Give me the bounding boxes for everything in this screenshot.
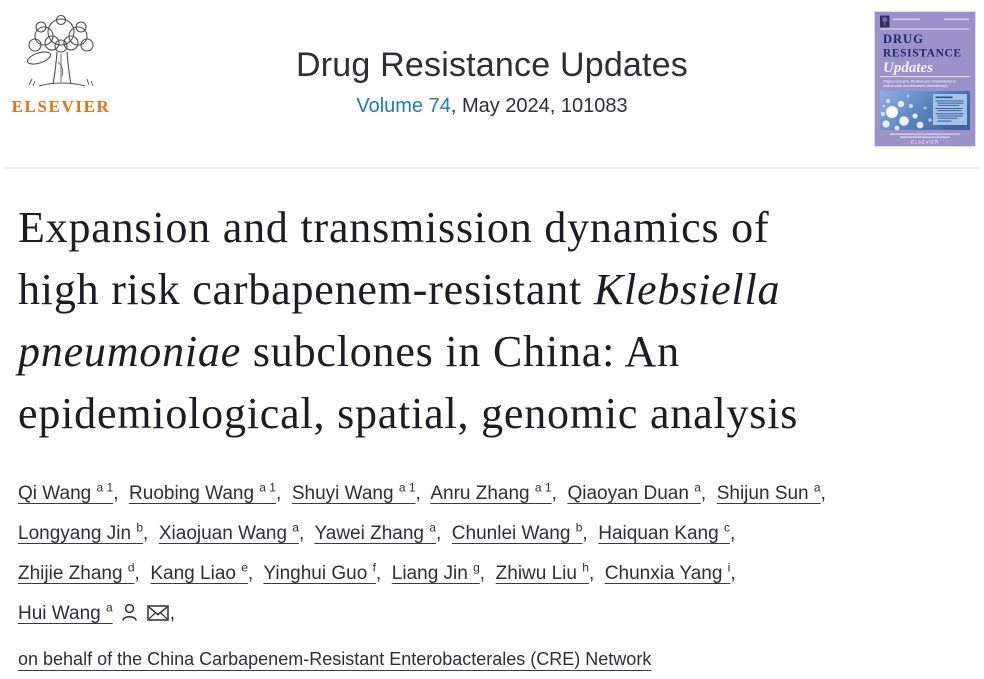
author-separator: , — [729, 523, 741, 545]
author-separator: , — [700, 483, 717, 505]
cover-title-updates: Updates — [883, 60, 933, 76]
issue-suffix: , May 2024, 101083 — [450, 95, 628, 117]
author-line: Hui Wang a, — [18, 594, 966, 637]
header-divider — [4, 167, 980, 169]
author-link[interactable]: Zhijie Zhang d — [18, 561, 135, 585]
author-separator: , — [415, 483, 431, 505]
cover-title-drug: DRUG — [883, 32, 924, 46]
author-link[interactable]: Qiaoyan Duan a — [567, 481, 701, 505]
article-title-line: high risk carbapenem-resistant Klebsiell… — [18, 265, 781, 314]
author-separator: , — [479, 563, 496, 585]
author-separator: , — [588, 563, 605, 585]
author-link[interactable]: Chunlei Wang b — [451, 521, 583, 545]
author-separator: , — [582, 523, 599, 545]
author-link[interactable]: Kang Liao e — [150, 561, 248, 585]
elsevier-logo[interactable]: ELSEVIER — [10, 12, 112, 117]
elsevier-tree-icon — [10, 12, 112, 96]
article-title-line: epidemiological, spatial, genomic analys… — [18, 389, 799, 438]
author-separator: , — [435, 523, 452, 545]
page-header: ELSEVIER Drug Resistance Updates Volume … — [0, 0, 984, 169]
author-separator: , — [143, 523, 159, 545]
journal-cover-thumbnail[interactable]: DRUG RESISTANCE Updates Original researc… — [875, 12, 975, 146]
author-link[interactable]: Shuyi Wang a 1 — [291, 481, 416, 505]
cover-publisher-small: ELSEVIER — [911, 140, 939, 145]
person-icon[interactable] — [120, 597, 139, 637]
cover-title-resistance: RESISTANCE — [883, 48, 962, 60]
elsevier-wordmark: ELSEVIER — [11, 97, 111, 116]
journal-header: Drug Resistance Updates Volume 74, May 2… — [130, 46, 854, 118]
volume-link[interactable]: Volume 74 — [356, 95, 451, 117]
author-line: Qi Wang a 1, Ruobing Wang a 1, Shuyi Wan… — [18, 474, 966, 514]
envelope-icon[interactable] — [146, 597, 169, 637]
article-title-line: Expansion and transmission dynamics of — [18, 203, 770, 252]
author-link[interactable]: Chunxia Yang i — [604, 561, 731, 585]
author-separator: , — [113, 483, 130, 505]
author-link[interactable]: Yinghui Guo f — [263, 561, 376, 585]
author-separator: , — [551, 483, 568, 505]
article-title-line: pneumoniae subclones in China: An — [18, 327, 680, 376]
author-separator: , — [298, 523, 315, 545]
author-separator: , — [730, 563, 741, 585]
article-header: Expansion and transmission dynamics of hi… — [0, 197, 984, 679]
journal-title-link[interactable]: Drug Resistance Updates — [295, 46, 688, 84]
author-separator: , — [820, 483, 832, 505]
author-link[interactable]: Longyang Jin b — [18, 521, 144, 545]
author-separator: , — [134, 563, 151, 585]
author-separator: , — [375, 563, 392, 585]
issue-line: Volume 74, May 2024, 101083 — [130, 95, 854, 118]
article-title: Expansion and transmission dynamics of hi… — [18, 197, 966, 445]
author-link[interactable]: Xiaojuan Wang a — [158, 521, 299, 545]
author-separator: , — [247, 563, 264, 585]
cover-subtitle-2: antimicrobial and anticancer chemotherap… — [883, 84, 948, 88]
author-link[interactable]: Zhiwu Liu h — [495, 561, 589, 585]
author-link[interactable]: Anru Zhang a 1 — [430, 481, 552, 505]
author-link[interactable]: Shijun Sun a — [716, 481, 821, 505]
author-link[interactable]: Ruobing Wang a 1 — [129, 481, 276, 505]
author-link[interactable]: Yawei Zhang a — [314, 521, 436, 545]
on-behalf-link[interactable]: on behalf of the China Carbapenem-Resist… — [18, 649, 652, 670]
author-link[interactable]: Liang Jin g — [391, 561, 480, 585]
on-behalf-row: on behalf of the China Carbapenem-Resist… — [18, 641, 966, 679]
author-line: Longyang Jin b, Xiaojuan Wang a, Yawei Z… — [18, 514, 966, 554]
author-line: Zhijie Zhang d, Kang Liao e, Yinghui Guo… — [18, 554, 966, 594]
author-link[interactable]: Qi Wang a 1 — [18, 481, 114, 505]
author-list: Qi Wang a 1, Ruobing Wang a 1, Shuyi Wan… — [18, 474, 966, 637]
author-separator: , — [169, 603, 181, 625]
author-link[interactable]: Hui Wang a — [18, 601, 113, 625]
author-link[interactable]: Haiquan Kang c — [598, 521, 730, 545]
cover-subtitle-1: Original research, Reviews and commentar… — [883, 80, 956, 84]
cover-artwork — [880, 91, 970, 131]
author-separator: , — [275, 483, 292, 505]
